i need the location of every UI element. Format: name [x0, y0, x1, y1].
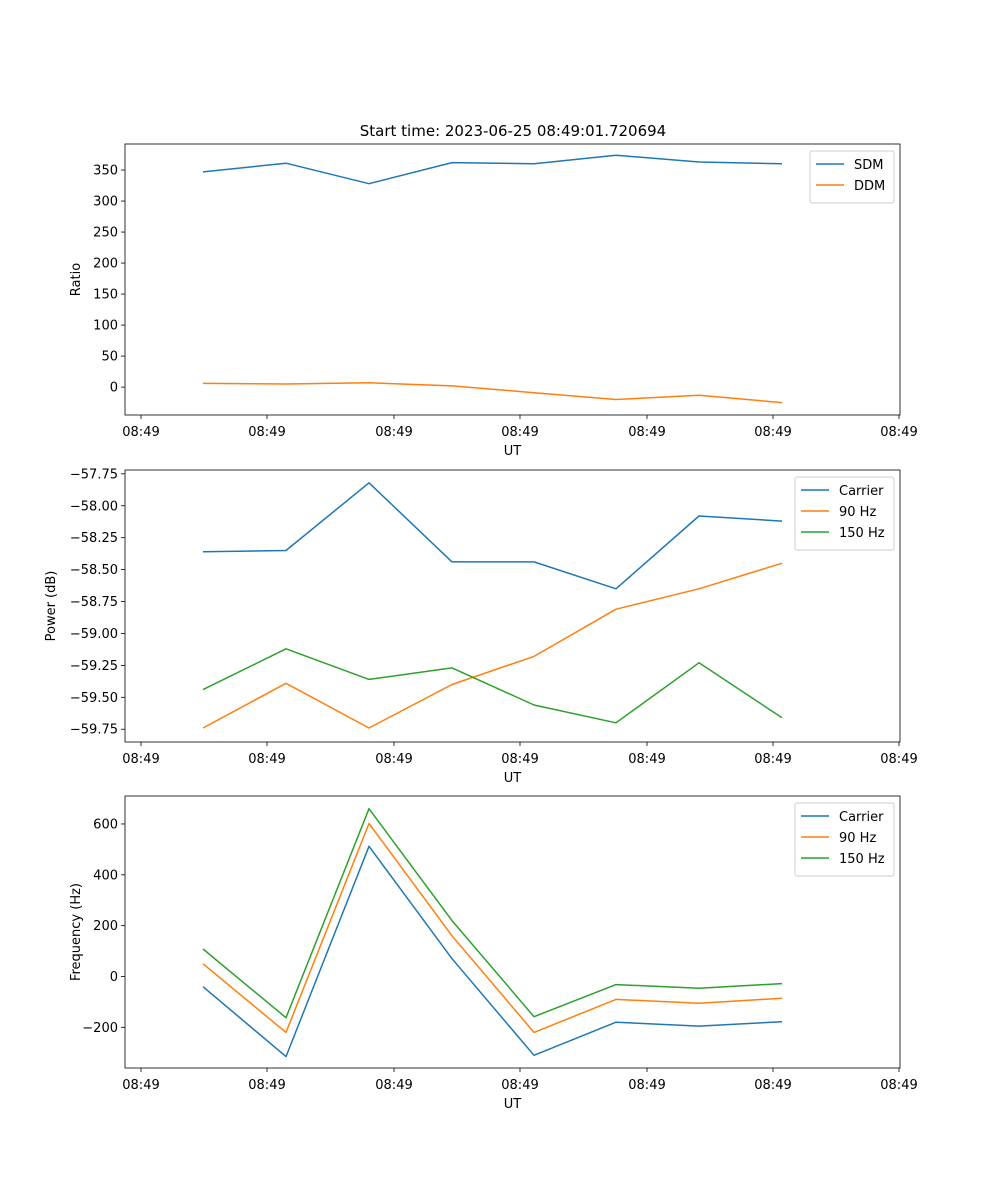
- y-tick-label: −59.50: [70, 691, 118, 706]
- legend-label: 150 Hz: [839, 526, 885, 541]
- legend-label: SDM: [854, 158, 883, 173]
- x-tick-label: 08:49: [248, 752, 285, 767]
- x-tick-label: 08:49: [501, 425, 538, 440]
- axes-frame: [124, 143, 901, 416]
- x-tick-label: 08:49: [501, 1078, 538, 1093]
- x-tick-label: 08:49: [628, 1078, 665, 1093]
- series-line-2-1: [202, 482, 783, 590]
- y-tick-label: 0: [110, 970, 118, 985]
- legend-label: Carrier: [839, 810, 884, 825]
- x-axis-label: UT: [504, 1097, 522, 1112]
- x-axis-label: UT: [504, 771, 522, 786]
- y-tick-label: 200: [93, 919, 118, 934]
- y-tick-label: −58.25: [70, 531, 118, 546]
- y-tick-label: 150: [93, 288, 118, 303]
- x-tick-label: 08:49: [754, 1078, 791, 1093]
- y-tick-label: 300: [93, 195, 118, 210]
- x-tick-label: 08:49: [122, 752, 159, 767]
- subplot-2: −59.75 −59.50 −59.25 −59.00 −58.75 −58.50 −58.…: [44, 467, 918, 786]
- legend-label: 90 Hz: [839, 505, 876, 520]
- y-tick-label: 600: [93, 817, 118, 832]
- series-line-3-2: [202, 822, 783, 1034]
- x-tick-label: 08:49: [375, 1078, 412, 1093]
- x-tick-label: 08:49: [628, 425, 665, 440]
- y-tick-label: 200: [93, 257, 118, 272]
- series-line-1-1: [202, 154, 783, 185]
- y-tick-label: 0: [110, 381, 118, 396]
- x-axis-label: UT: [504, 444, 522, 459]
- x-tick-label: 08:49: [880, 752, 917, 767]
- series-line-1-2: [202, 382, 783, 404]
- legend-label: 150 Hz: [839, 852, 885, 867]
- y-tick-label: −59.00: [70, 627, 118, 642]
- y-tick-label: −59.75: [70, 723, 118, 738]
- y-axis-label: Frequency (Hz): [69, 883, 84, 981]
- x-tick-label: 08:49: [122, 425, 159, 440]
- x-tick-label: 08:49: [375, 752, 412, 767]
- y-tick-label: −57.75: [70, 467, 118, 482]
- series-line-2-3: [202, 648, 783, 724]
- y-tick-label: 250: [93, 226, 118, 241]
- legend-label: 90 Hz: [839, 831, 876, 846]
- series-line-2-2: [202, 562, 783, 729]
- chart-title: Start time: 2023-06-25 08:49:01.720694: [360, 122, 666, 140]
- series-line-3-3: [202, 807, 783, 1019]
- subplot-3: −200 0 200 400 600 08:49 08:49 08:49 08:49 08:49 0…: [69, 795, 918, 1112]
- y-tick-label: −59.25: [70, 659, 118, 674]
- y-axis-label: Ratio: [69, 263, 84, 296]
- series-line-3-1: [202, 845, 783, 1058]
- plots-container: 0 50 100 150 200 250 300 350 08:49 08:49 08:49 08:4…: [44, 143, 918, 1112]
- subplot-1: 0 50 100 150 200 250 300 350 08:49 08:49 08:49 08:4…: [69, 143, 918, 459]
- y-tick-label: −200: [82, 1021, 118, 1036]
- axes-frame: [124, 795, 901, 1069]
- x-tick-label: 08:49: [375, 425, 412, 440]
- x-tick-label: 08:49: [248, 1078, 285, 1093]
- x-tick-label: 08:49: [628, 752, 665, 767]
- x-tick-label: 08:49: [880, 1078, 917, 1093]
- legend-label: Carrier: [839, 484, 884, 499]
- y-tick-label: −58.50: [70, 563, 118, 578]
- x-tick-label: 08:49: [754, 425, 791, 440]
- legend-label: DDM: [854, 179, 885, 194]
- x-tick-label: 08:49: [501, 752, 538, 767]
- y-tick-label: −58.75: [70, 595, 118, 610]
- y-tick-label: 100: [93, 319, 118, 334]
- legend: SDM DDM: [809, 150, 895, 204]
- x-tick-label: 08:49: [248, 425, 285, 440]
- x-tick-label: 08:49: [754, 752, 791, 767]
- x-tick-label: 08:49: [122, 1078, 159, 1093]
- y-axis-label: Power (dB): [44, 571, 59, 642]
- axes-frame: [124, 469, 901, 743]
- legend: Carrier 90 Hz 150 Hz: [794, 476, 895, 551]
- y-tick-label: −58.00: [70, 499, 118, 514]
- y-tick-label: 350: [93, 164, 118, 179]
- y-tick-label: 50: [101, 350, 118, 365]
- y-tick-label: 400: [93, 868, 118, 883]
- x-tick-label: 08:49: [880, 425, 917, 440]
- legend: Carrier 90 Hz 150 Hz: [794, 802, 895, 877]
